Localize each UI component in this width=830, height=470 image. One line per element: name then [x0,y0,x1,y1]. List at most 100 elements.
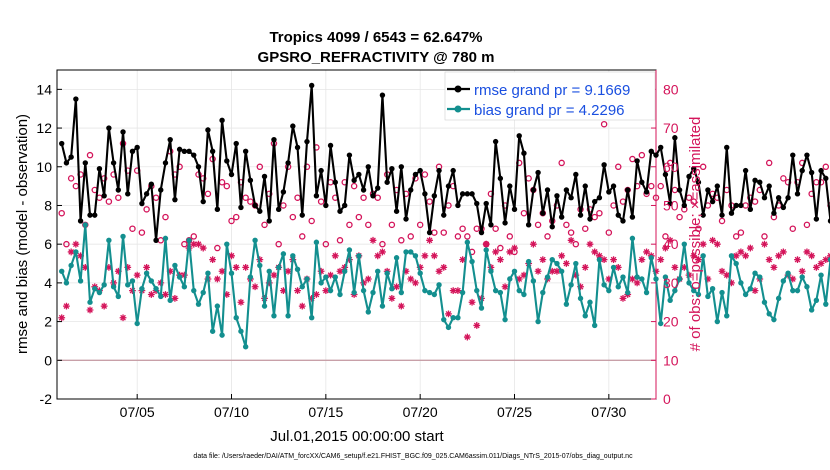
rmse-point [653,152,659,158]
bias-point [643,289,650,296]
rmse-point [172,196,178,203]
rmse-point [488,222,494,228]
bias-point [261,303,268,309]
obs-possible-point [355,213,363,221]
rmse-point [77,218,84,224]
obs-assimilated-point [397,302,405,310]
rmse-point [757,179,763,185]
rmse-point [606,189,612,195]
obs-assimilated-point [58,314,66,322]
obs-possible-point [544,233,551,240]
bias-point [502,316,508,323]
bias-point [426,289,433,296]
rmse-point [804,152,810,158]
obs-assimilated-point [605,275,613,283]
rmse-point [299,212,305,218]
rmse-point [747,206,754,213]
rmse-point [728,210,735,216]
obs-possible-point [138,229,146,236]
rmse-point [308,82,315,89]
obs-possible-point [157,237,165,244]
bias-point [488,268,494,274]
obs-possible-point [789,225,797,232]
bias-point [68,262,74,269]
bias-point [63,280,70,286]
grid [57,70,656,400]
bias-point [436,282,442,288]
rmse-point [379,92,386,98]
obs-possible-point [388,221,396,229]
obs-possible-point [732,233,740,240]
obs-possible-point [63,240,70,248]
rmse-point [577,212,584,218]
bias-point [77,278,84,284]
obs-assimilated-point [223,291,231,298]
rmse-point [808,169,815,176]
obs-possible-point [464,233,471,240]
rmse-point [403,216,409,222]
obs-assimilated-point [242,264,250,271]
obs-assimilated-point [746,244,754,252]
bias-point [474,287,480,294]
rmse-point [544,187,551,193]
bias-point [681,241,687,247]
rmse-point [125,191,131,197]
bias-point [478,305,485,311]
x-tick-label: 07/20 [403,404,438,420]
rmse-point [290,123,296,129]
rmse-point [558,214,565,220]
rmse-point [766,183,772,189]
obs-assimilated-point [133,271,141,279]
bias-point [271,313,277,319]
obs-assimilated-point [619,294,627,302]
rmse-point [252,202,258,209]
rmse-point [771,210,777,216]
obs-possible-point [379,240,386,248]
bias-point [563,301,570,307]
obs-possible-point [261,221,268,229]
obs-possible-point [629,155,636,163]
obs-assimilated-point [279,287,287,295]
bias-point [205,270,211,276]
obs-possible-point [534,221,542,229]
rmse-point [200,198,206,205]
rmse-point [242,148,249,154]
obs-possible-point [567,229,575,236]
obs-possible-point [275,240,282,248]
rmse-point [596,195,603,201]
rmse-point [643,189,650,195]
rmse-point [323,202,329,209]
obs-assimilated-point [765,256,773,264]
bias-point [299,284,305,290]
obs-assimilated-point [732,252,740,260]
obs-assimilated-point [591,248,599,256]
obs-assimilated-point [100,302,108,310]
obs-assimilated-point [723,271,731,279]
bias-point [294,266,301,273]
obs-possible-point [657,182,664,190]
bias-point [186,237,192,244]
rmse-point [516,133,522,139]
rmse-point [681,202,687,209]
bias-point [214,303,221,309]
obs-possible-point [615,163,622,171]
bias-point [408,249,414,255]
bias-point [714,318,721,325]
obs-assimilated-point [228,252,235,260]
obs-assimilated-point [662,244,669,252]
bias-point [441,316,447,323]
obs-assimilated-point [775,252,783,260]
rmse-point [662,171,669,178]
y-axis-left: -2 0 2 4 6 8 10 12 14 [36,81,62,407]
bias-point [125,282,131,288]
obs-assimilated-point [572,271,580,279]
obs-possible-point [289,213,297,221]
obs-possible-point [563,221,570,229]
rmse-point [96,166,103,172]
bias-point [667,297,673,303]
obs-assimilated-point [336,267,344,275]
obs-possible-point [600,120,608,128]
bias-point [705,293,711,300]
obs-assimilated-point [482,240,490,248]
bias-point [535,318,541,325]
